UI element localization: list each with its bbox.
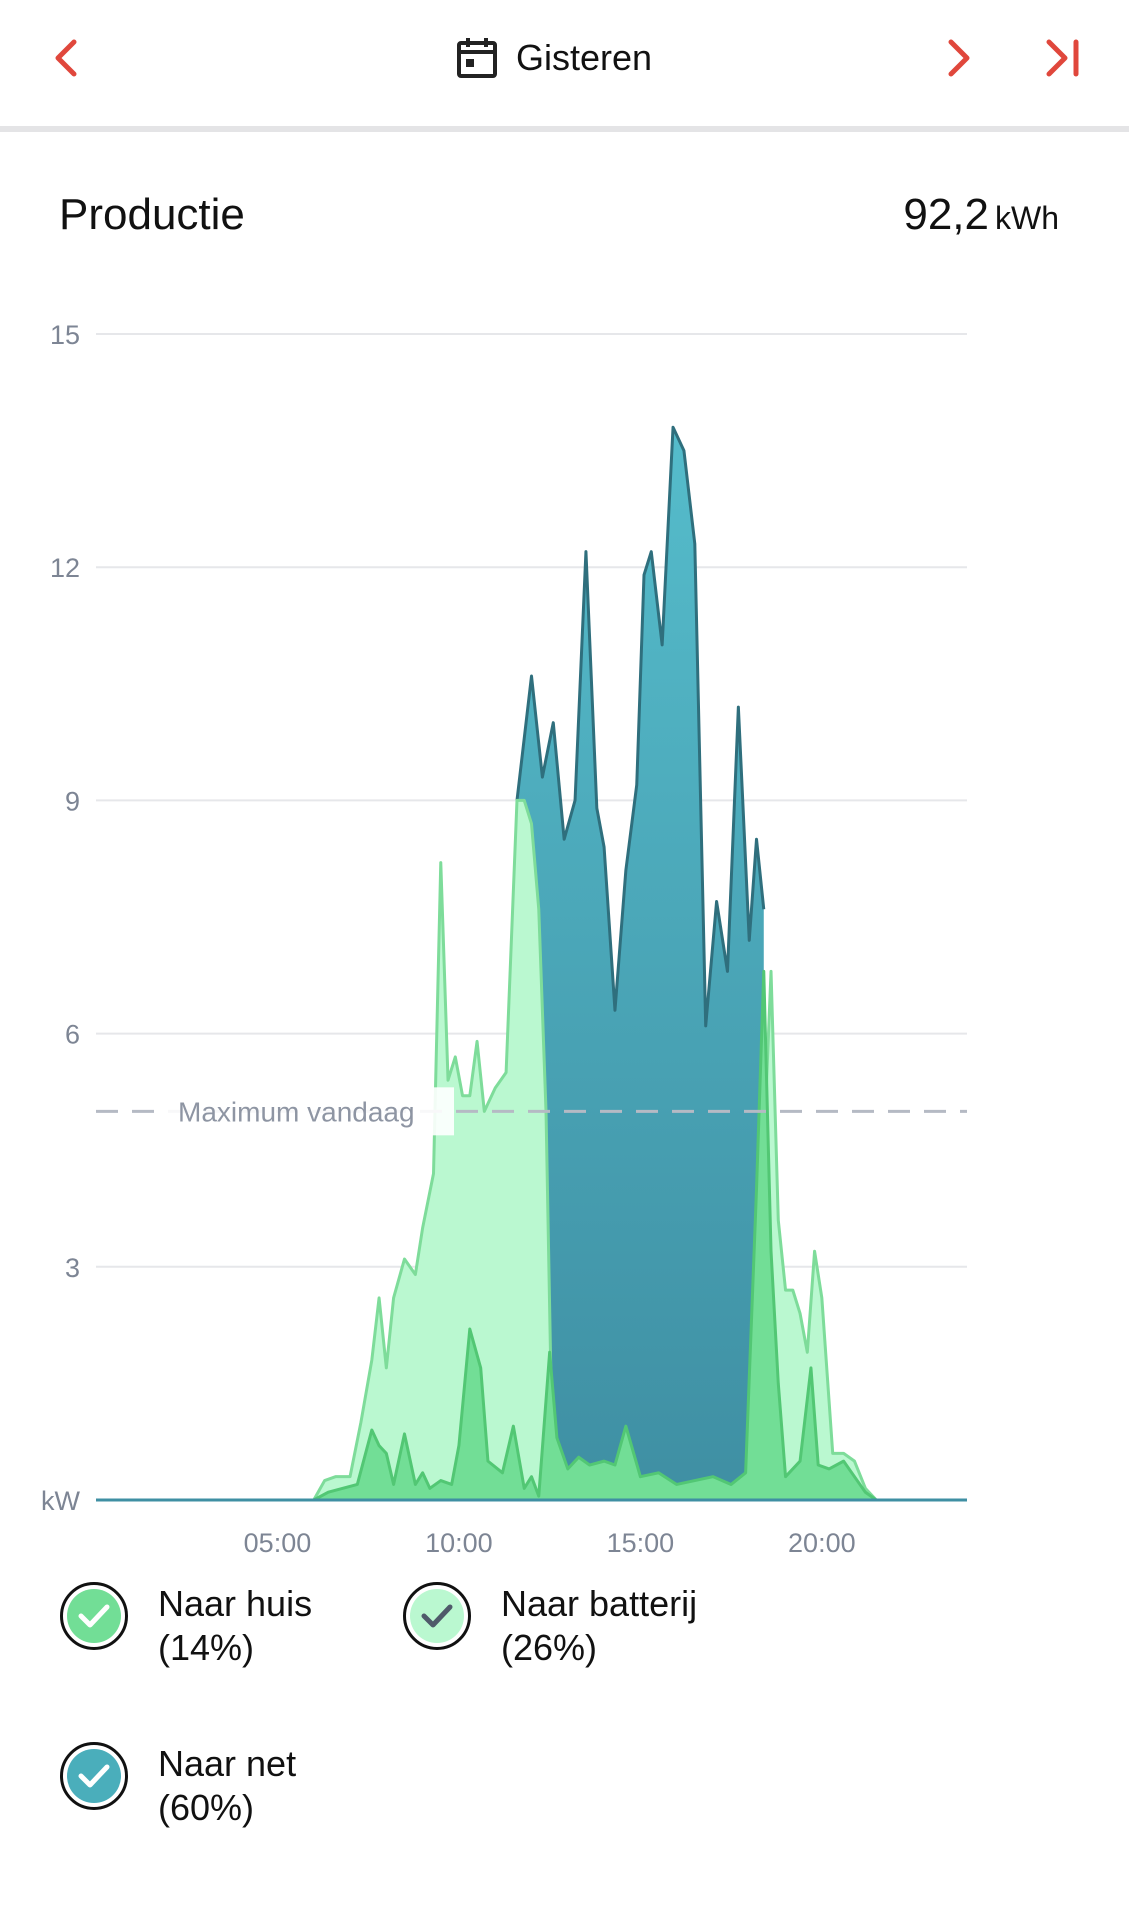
legend-label: Naar huis xyxy=(158,1583,313,1624)
y-tick-label: kW xyxy=(41,1486,81,1516)
chevron-left-icon xyxy=(55,39,77,77)
total-production: 92,2 kWh xyxy=(903,190,1059,240)
series-naar-batterij xyxy=(96,798,967,1502)
max-line-label: Maximum vandaag xyxy=(178,1096,415,1127)
y-tick-label: 15 xyxy=(50,320,80,350)
y-tick-label: 9 xyxy=(65,786,80,816)
x-tick-label: 10:00 xyxy=(425,1528,493,1558)
y-tick-label: 3 xyxy=(65,1253,80,1283)
header-divider xyxy=(0,126,1129,132)
date-selector[interactable]: Gisteren xyxy=(456,30,652,86)
line-naar-net xyxy=(515,425,766,1028)
line-naar-batterij xyxy=(96,798,967,1502)
y-tick-label: 6 xyxy=(65,1020,80,1050)
x-tick-label: 20:00 xyxy=(788,1528,856,1558)
previous-day-button[interactable] xyxy=(30,28,100,88)
legend-swatch xyxy=(67,1589,121,1643)
series-naar-huis xyxy=(96,969,967,1502)
skip-to-end-icon xyxy=(1046,39,1079,77)
production-chart: 15 12 9 6 3 kW Maximum vandaag 05:00 10:00 15:00 2… xyxy=(41,320,967,1558)
legend-swatch xyxy=(67,1749,121,1803)
legend-item-naar-huis[interactable]: Naar huis (14%) xyxy=(60,1582,312,1670)
max-line-label-bg xyxy=(168,1087,454,1136)
area-naar-batterij xyxy=(96,800,967,1500)
chevron-right-icon xyxy=(948,39,970,77)
series-naar-net xyxy=(515,425,766,1500)
date-label: Gisteren xyxy=(516,37,653,78)
calendar-icon xyxy=(457,38,497,78)
legend-percent: (60%) xyxy=(158,1787,255,1828)
section-title: Productie xyxy=(59,190,245,239)
check-circle-icon xyxy=(60,1582,128,1650)
last-day-button[interactable] xyxy=(1028,28,1098,88)
production-summary: Productie 92,2 kWh xyxy=(59,190,1059,250)
next-day-button[interactable] xyxy=(925,28,995,88)
legend-item-naar-batterij[interactable]: Naar batterij (26%) xyxy=(403,1582,697,1670)
total-value: 92,2 xyxy=(903,190,989,239)
legend-label: Naar batterij xyxy=(501,1583,698,1624)
legend-label: Naar net xyxy=(158,1743,297,1784)
area-naar-net xyxy=(516,427,764,1500)
x-tick-label: 15:00 xyxy=(607,1528,675,1558)
top-bar: Gisteren xyxy=(0,0,1129,132)
legend-percent: (26%) xyxy=(501,1627,598,1668)
x-tick-label: 05:00 xyxy=(244,1528,312,1558)
line-naar-huis xyxy=(96,969,967,1502)
y-tick-label: 12 xyxy=(50,553,80,583)
total-unit: kWh xyxy=(995,200,1059,236)
legend-percent: (14%) xyxy=(158,1627,255,1668)
legend-item-naar-net[interactable]: Naar net (60%) xyxy=(60,1742,296,1830)
check-circle-icon xyxy=(60,1742,128,1810)
check-circle-icon xyxy=(403,1582,471,1650)
legend-swatch xyxy=(410,1589,464,1643)
